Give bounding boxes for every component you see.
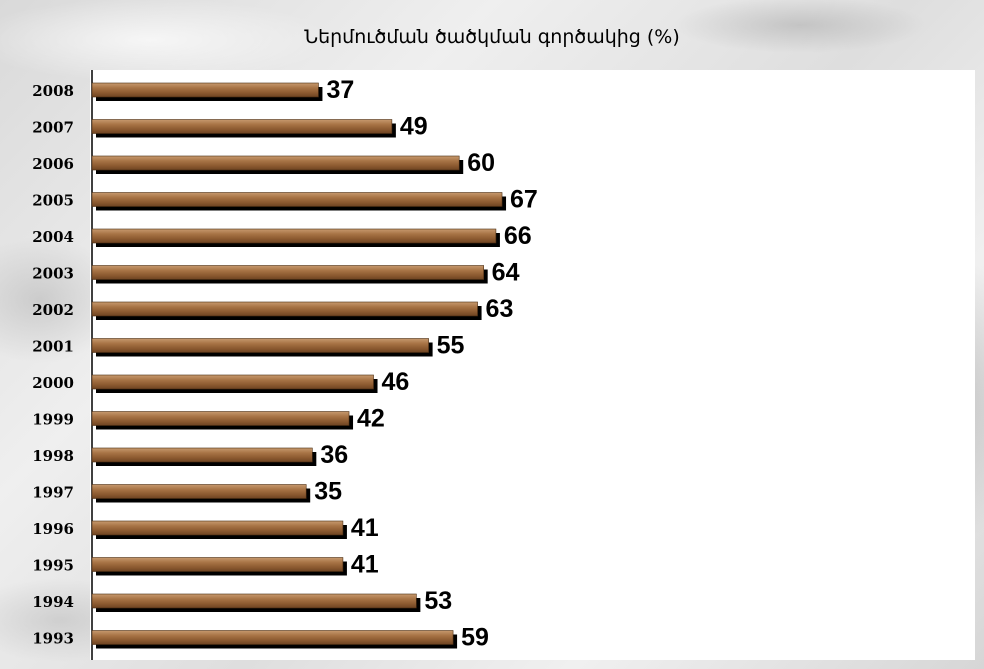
bar-1994 — [91, 593, 417, 609]
data-label: 41 — [351, 514, 379, 542]
data-label: 59 — [461, 624, 489, 652]
data-label: 67 — [510, 186, 538, 214]
data-label: 46 — [382, 368, 410, 396]
category-label: 2001 — [32, 338, 74, 356]
data-label: 66 — [504, 222, 532, 250]
category-label: 2006 — [32, 155, 74, 173]
data-label: 63 — [486, 295, 514, 323]
category-label: 2007 — [32, 119, 74, 137]
bar-1997 — [91, 484, 307, 499]
bar-2001 — [91, 338, 429, 353]
bar-2008 — [91, 82, 319, 98]
category-label: 2000 — [32, 374, 74, 392]
category-label: 1995 — [32, 557, 74, 575]
bar-2006 — [91, 155, 460, 171]
bar-1993 — [91, 630, 454, 645]
bar-2007 — [91, 119, 393, 134]
bar-2003 — [91, 265, 484, 280]
category-label: 2003 — [32, 265, 74, 283]
data-label: 55 — [437, 332, 465, 360]
data-label: 60 — [467, 149, 495, 177]
data-label: 37 — [326, 76, 354, 104]
data-label: 64 — [492, 259, 520, 287]
category-label: 1998 — [32, 447, 74, 465]
category-label: 2005 — [32, 192, 74, 210]
bar-1995 — [91, 557, 344, 572]
category-label: 1999 — [32, 411, 74, 429]
bar-2000 — [91, 374, 374, 390]
category-label: 1996 — [32, 520, 74, 538]
bars-layer: 2008 37 2007 49 2006 60 2005 67 2004 66 2003 64 2002… — [32, 76, 538, 652]
data-label: 42 — [357, 405, 385, 433]
category-label: 2002 — [32, 301, 74, 319]
bar-2002 — [91, 301, 478, 317]
data-label: 53 — [424, 587, 452, 615]
bar-1998 — [91, 447, 313, 463]
category-label: 1993 — [32, 630, 74, 648]
bar-1996 — [91, 520, 344, 536]
data-label: 49 — [400, 113, 428, 141]
bar-1999 — [91, 411, 350, 426]
bar-2005 — [91, 192, 503, 207]
category-label: 1994 — [32, 593, 74, 611]
chart-title: Ներմուծման ծածկման գործակից (%) — [304, 26, 680, 48]
category-label: 2004 — [32, 228, 74, 246]
data-label: 41 — [351, 551, 379, 579]
category-label: 1997 — [32, 484, 74, 502]
data-label: 36 — [320, 441, 348, 469]
category-label: 2008 — [32, 82, 74, 100]
bar-2004 — [91, 228, 497, 244]
data-label: 35 — [314, 478, 342, 506]
